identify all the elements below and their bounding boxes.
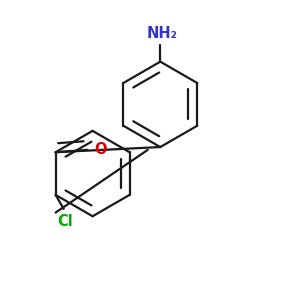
Text: Cl: Cl [57, 214, 73, 229]
Text: NH₂: NH₂ [146, 26, 177, 41]
Text: O: O [94, 142, 106, 157]
